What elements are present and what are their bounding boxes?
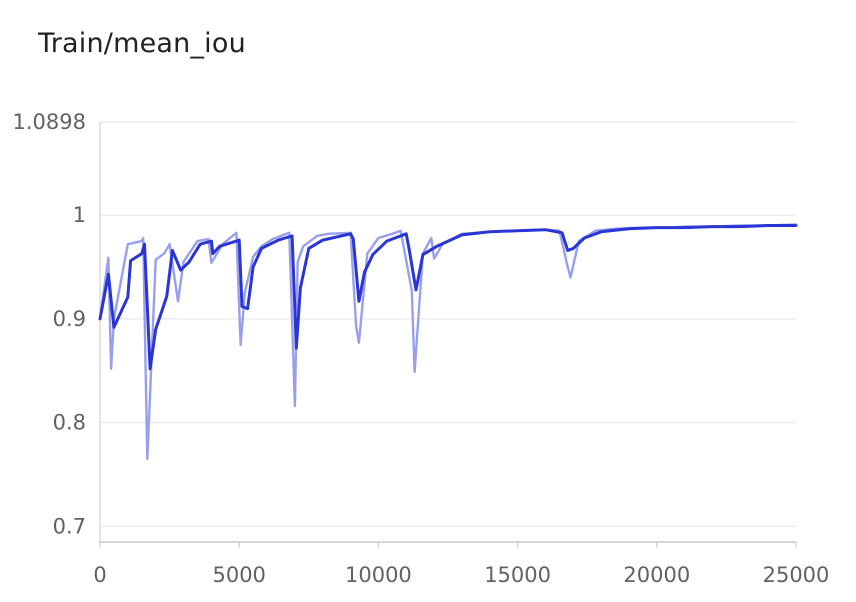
x-tick-label: 20000 (623, 563, 690, 587)
x-tick-label: 25000 (763, 563, 830, 587)
x-tick-label: 5000 (212, 563, 265, 587)
smoothed-series-line (98, 224, 798, 371)
x-tick-label: 15000 (484, 563, 551, 587)
grid-layer (100, 121, 796, 527)
chart-title: Train/mean_iou (38, 28, 246, 59)
y-tick-label: 0.9 (53, 307, 86, 331)
y-tick-label: 1.0898 (13, 110, 86, 134)
series-layer (98, 223, 798, 461)
y-tick-label: 0.7 (53, 514, 86, 538)
axis-layer (99, 122, 797, 548)
x-tick-label: 0 (93, 563, 106, 587)
x-tick-label: 10000 (345, 563, 412, 587)
raw-series-line (98, 223, 798, 461)
y-tick-label: 1 (73, 203, 86, 227)
y-tick-label: 0.8 (53, 411, 86, 435)
tick-label-layer: 1.0898 1 0.9 0.8 0.7 0 5000 10000 15000 20000 2500… (13, 110, 830, 587)
